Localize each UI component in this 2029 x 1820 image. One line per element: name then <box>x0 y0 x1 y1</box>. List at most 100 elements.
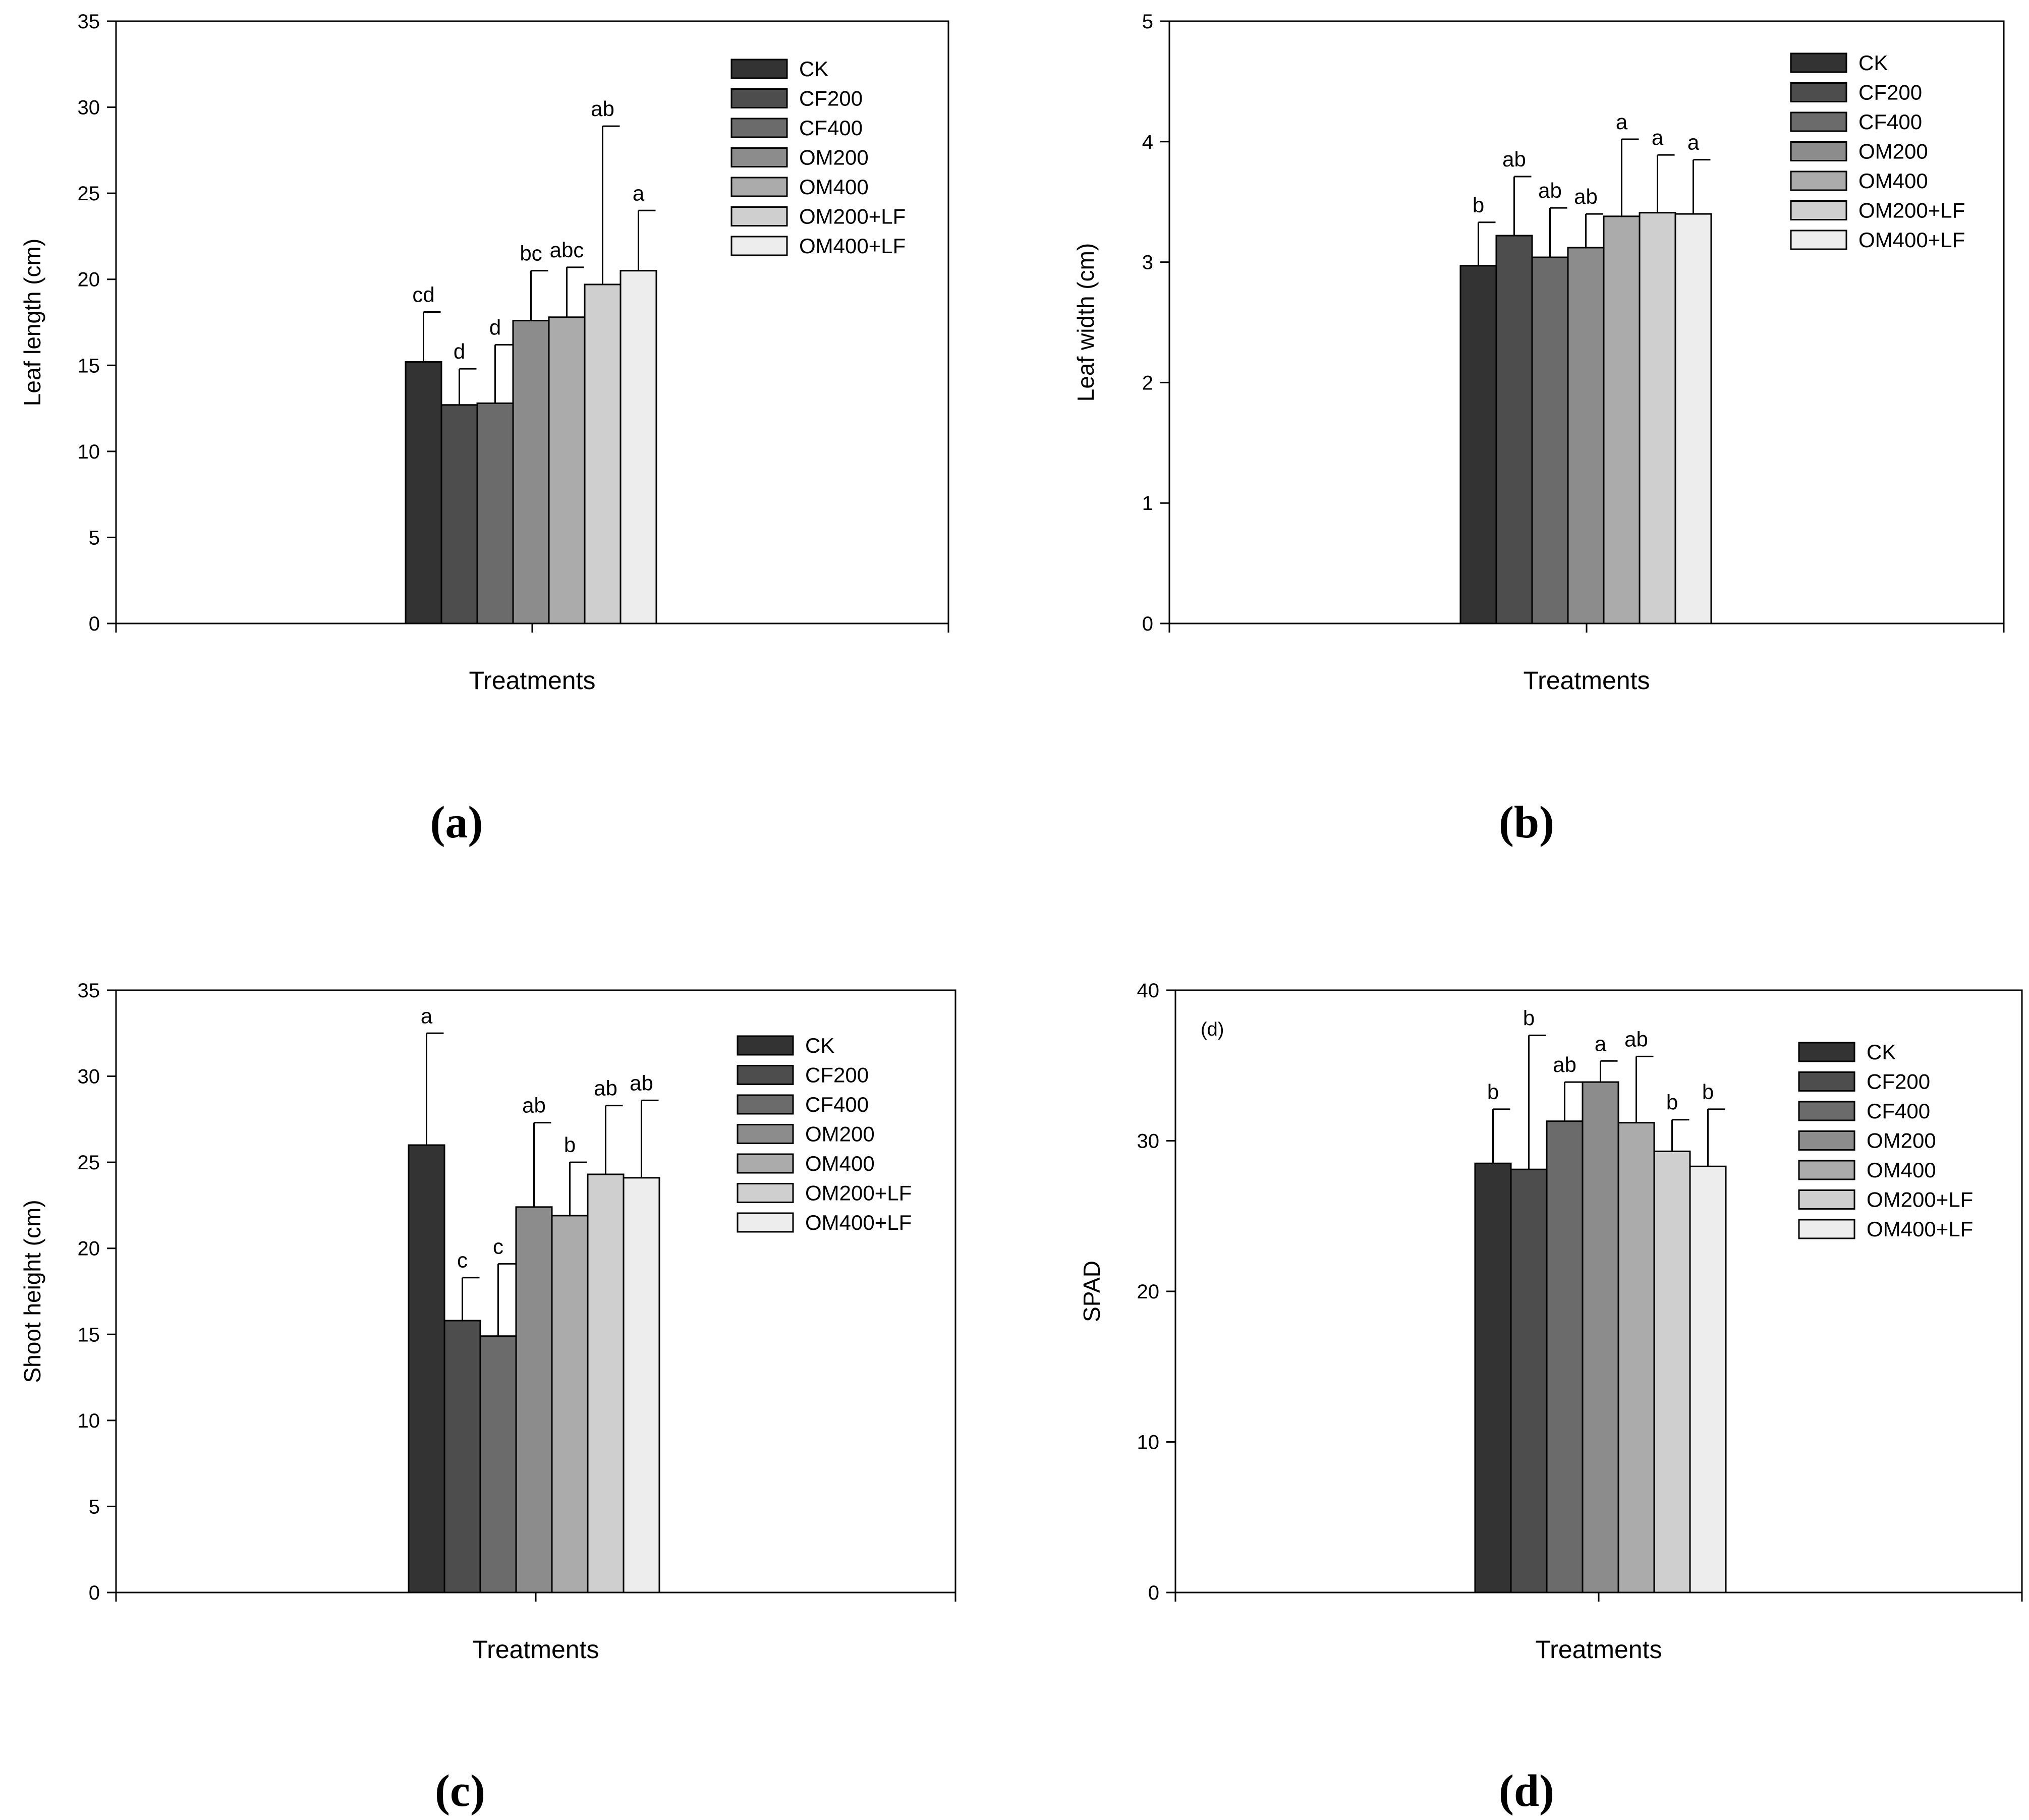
y-tick-label: 2 <box>1142 372 1153 394</box>
bar-om400 <box>1617 1122 1655 1594</box>
legend-swatch <box>1798 1189 1855 1210</box>
bar-om200 <box>1582 1081 1619 1594</box>
legend-swatch <box>1790 111 1847 132</box>
legend-swatch <box>1790 82 1847 102</box>
significance-letter: a <box>1595 1032 1607 1055</box>
y-tick-label: 10 <box>78 441 100 463</box>
significance-letter: b <box>1473 193 1484 217</box>
significance-letter: ab <box>1538 179 1562 202</box>
legend-label: OM400 <box>799 175 869 199</box>
legend-swatch <box>737 1124 794 1144</box>
significance-letter: ab <box>522 1094 546 1117</box>
significance-letter: b <box>1702 1080 1714 1104</box>
y-tick-label: 30 <box>78 1066 100 1088</box>
y-tick-label: 15 <box>78 1324 100 1346</box>
legend-label: OM400+LF <box>805 1211 912 1234</box>
x-axis-label: Treatments <box>472 1635 599 1664</box>
bar-cf200 <box>440 404 478 624</box>
significance-letter: c <box>457 1248 468 1272</box>
bar-om200-plus-lf <box>584 283 622 624</box>
y-tick-label: 40 <box>1137 980 1160 1002</box>
panel-letter: (c) <box>435 1766 485 1816</box>
significance-letter: b <box>1666 1091 1678 1114</box>
legend-label: CK <box>1858 51 1888 75</box>
legend-label: CF400 <box>1858 110 1922 134</box>
legend-swatch <box>1798 1042 1855 1062</box>
legend-swatch <box>730 147 788 167</box>
legend-swatch <box>1798 1160 1855 1180</box>
bar-om200 <box>1567 247 1605 624</box>
bar-om200-plus-lf <box>1639 212 1676 624</box>
y-tick-label: 0 <box>89 613 100 635</box>
y-tick-label: 0 <box>1142 613 1153 635</box>
legend-label: OM200+LF <box>1867 1188 1973 1212</box>
y-tick-label: 25 <box>78 183 100 205</box>
significance-letter: cd <box>412 283 434 307</box>
bar-cf200 <box>1495 235 1533 624</box>
bar-cf400 <box>1531 256 1569 624</box>
y-tick-label: 5 <box>89 527 100 549</box>
bar-ck <box>1459 265 1497 624</box>
legend-swatch <box>737 1094 794 1115</box>
legend-swatch <box>730 88 788 108</box>
y-axis-label: Leaf width (cm) <box>1073 243 1099 402</box>
significance-letter: d <box>454 339 465 363</box>
legend-swatch <box>730 206 788 226</box>
legend-label: CK <box>805 1034 834 1057</box>
significance-letter: b <box>1523 1006 1535 1030</box>
x-axis-label: Treatments <box>1523 666 1650 695</box>
y-tick-label: 0 <box>89 1582 100 1604</box>
legend-swatch <box>737 1035 794 1056</box>
bar-ck <box>408 1144 445 1594</box>
y-tick-label: 20 <box>78 1238 100 1260</box>
y-axis-label: Leaf length (cm) <box>19 239 45 406</box>
bar-om400-plus-lf <box>619 270 657 624</box>
panel-letter: (a) <box>430 798 483 847</box>
legend-label: CF200 <box>799 87 863 110</box>
y-axis-label: Shoot height (cm) <box>19 1200 45 1383</box>
significance-letter: c <box>493 1234 503 1258</box>
significance-letter: a <box>421 1004 433 1028</box>
y-tick-label: 0 <box>1148 1582 1159 1604</box>
significance-letter: b <box>564 1133 576 1157</box>
legend-swatch <box>1798 1071 1855 1092</box>
y-tick-label: 35 <box>78 11 100 33</box>
y-tick-label: 1 <box>1142 492 1153 515</box>
legend-label: OM200+LF <box>799 205 906 229</box>
x-axis-label: Treatments <box>469 666 595 695</box>
y-tick-label: 20 <box>1137 1281 1160 1303</box>
bar-om400 <box>1603 215 1641 624</box>
significance-letter: ab <box>1574 185 1598 208</box>
legend-swatch <box>1790 200 1847 220</box>
legend-swatch <box>1798 1130 1855 1151</box>
significance-letter: ab <box>1553 1053 1576 1076</box>
y-tick-label: 15 <box>78 355 100 377</box>
legend-swatch <box>737 1065 794 1085</box>
legend-swatch <box>737 1212 794 1233</box>
y-tick-label: 10 <box>78 1410 100 1432</box>
legend-swatch <box>730 177 788 197</box>
bar-cf200 <box>1510 1168 1548 1594</box>
significance-letter: a <box>1687 131 1700 154</box>
significance-letter: a <box>633 181 645 205</box>
bar-om400-plus-lf <box>1689 1165 1727 1594</box>
y-tick-label: 30 <box>78 97 100 119</box>
significance-letter: ab <box>1624 1027 1648 1051</box>
legend-label: OM400 <box>1867 1158 1936 1182</box>
legend-label: OM200 <box>1867 1129 1936 1153</box>
legend-swatch <box>1790 141 1847 161</box>
legend-swatch <box>1798 1101 1855 1121</box>
legend-label: OM400 <box>1858 169 1928 193</box>
bar-om200-plus-lf <box>587 1173 625 1594</box>
bar-om200 <box>512 320 550 624</box>
y-tick-label: 30 <box>1137 1130 1160 1153</box>
legend-label: CK <box>1867 1040 1896 1064</box>
y-tick-label: 20 <box>78 269 100 291</box>
legend-label: OM200 <box>1858 140 1928 163</box>
significance-letter: ab <box>591 97 614 121</box>
significance-letter: ab <box>594 1076 617 1100</box>
significance-letter: ab <box>630 1071 653 1095</box>
legend-swatch <box>1790 52 1847 73</box>
